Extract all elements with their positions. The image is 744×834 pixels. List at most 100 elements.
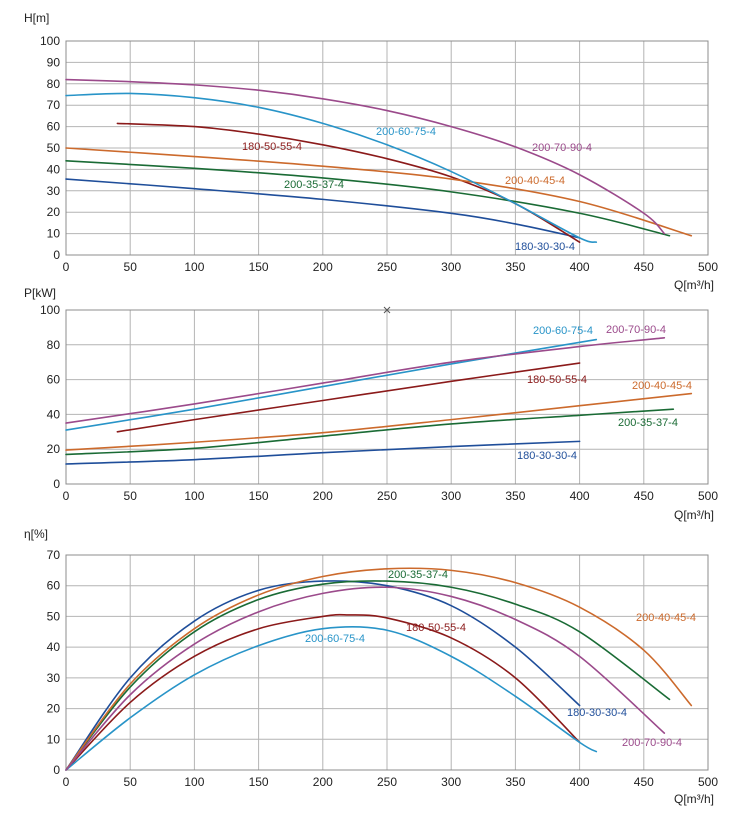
x-tick-label: 50 <box>124 775 138 789</box>
x-tick-label: 500 <box>698 260 718 274</box>
series-label-180-50-55-4: 180-50-55-4 <box>242 141 302 153</box>
x-axis-title: Q[m³/h] <box>674 508 714 522</box>
chart-panel-1: 0 50 100 150 200 250 300 350 400 450 500 0 10 20 30 40 5… <box>24 11 718 292</box>
series-label-180-50-55-4: 180-50-55-4 <box>406 622 466 634</box>
series-line-180-50-55-4 <box>116 362 581 433</box>
y-tick-label: 20 <box>47 442 61 456</box>
y-tick-label: 100 <box>40 34 60 48</box>
y-tick-label: 0 <box>53 763 60 777</box>
series-label-180-30-30-4: 180-30-30-4 <box>517 450 577 462</box>
y-tick-label: 40 <box>47 407 61 421</box>
y-tick-label: 50 <box>47 141 61 155</box>
x-tick-label: 350 <box>505 775 525 789</box>
series-line-200-40-45-4 <box>65 147 693 237</box>
chart-panel-3: 0 50 100 150 200 250 300 350 400 450 500 0 10 20 30 40 5… <box>24 527 718 806</box>
series-label-200-60-75-4: 200-60-75-4 <box>305 633 365 645</box>
series-label-200-70-90-4: 200-70-90-4 <box>532 142 592 154</box>
series-line-200-60-75-4 <box>65 625 598 771</box>
series-line-200-35-37-4 <box>65 580 671 771</box>
series-label-200-35-37-4: 200-35-37-4 <box>618 417 678 429</box>
x-tick-label: 250 <box>377 775 397 789</box>
y-tick-label: 80 <box>47 338 61 352</box>
series-line-200-35-37-4 <box>65 160 671 237</box>
x-tick-label: 0 <box>63 260 70 274</box>
y-tick-label: 20 <box>47 205 61 219</box>
y-axis-title: P[kW] <box>24 286 56 300</box>
x-tick-label: 300 <box>441 260 461 274</box>
grid-lines <box>65 309 709 485</box>
x-tick-label: 150 <box>249 489 269 503</box>
series-line-180-30-30-4 <box>65 440 581 465</box>
series-label-200-35-37-4: 200-35-37-4 <box>284 179 344 191</box>
series-line-200-40-45-4 <box>65 392 693 451</box>
series-label-200-35-37-4: 200-35-37-4 <box>388 569 448 581</box>
series-label-200-70-90-4: 200-70-90-4 <box>622 737 682 749</box>
x-tick-label: 450 <box>634 260 654 274</box>
y-tick-label: 30 <box>47 671 61 685</box>
x-tick-label: 200 <box>313 775 333 789</box>
series-label-200-40-45-4: 200-40-45-4 <box>636 612 696 624</box>
x-tick-label: 450 <box>634 775 654 789</box>
x-tick-label: 350 <box>505 489 525 503</box>
series-line-200-35-37-4 <box>65 408 675 456</box>
y-tick-label: 60 <box>47 579 61 593</box>
y-axis-title: η[%] <box>24 527 48 541</box>
series-line-200-70-90-4 <box>65 586 666 771</box>
series-line-200-60-75-4 <box>65 92 598 243</box>
y-tick-label: 100 <box>40 303 60 317</box>
series-line-200-40-45-4 <box>65 567 693 771</box>
y-tick-label: 70 <box>47 98 61 112</box>
series-label-180-30-30-4: 180-30-30-4 <box>515 241 575 253</box>
plot-frame <box>65 554 709 771</box>
series-line-200-70-90-4 <box>65 78 666 235</box>
y-tick-label: 60 <box>47 373 61 387</box>
grid-lines <box>65 40 709 256</box>
y-tick-label: 40 <box>47 640 61 654</box>
x-tick-label: 250 <box>377 260 397 274</box>
x-tick-label: 150 <box>249 775 269 789</box>
series-label-200-40-45-4: 200-40-45-4 <box>505 175 565 187</box>
series-line-180-50-55-4 <box>65 613 581 771</box>
x-tick-label: 450 <box>634 489 654 503</box>
x-tick-label: 400 <box>570 775 590 789</box>
x-tick-label: 350 <box>505 260 525 274</box>
x-tick-label: 50 <box>124 489 138 503</box>
x-tick-label: 300 <box>441 489 461 503</box>
x-tick-label: 100 <box>184 489 204 503</box>
x-tick-label: 50 <box>124 260 138 274</box>
chart-panel-2: 0 50 100 150 200 250 300 350 400 450 500 0 20 40 60 80 1… <box>24 286 718 522</box>
series-label-200-60-75-4: 200-60-75-4 <box>376 126 436 138</box>
x-tick-label: 400 <box>570 489 590 503</box>
marker-x <box>383 306 391 314</box>
series-line-180-30-30-4 <box>65 178 581 239</box>
x-tick-label: 500 <box>698 489 718 503</box>
y-tick-label: 0 <box>53 248 60 262</box>
y-tick-label: 0 <box>53 477 60 491</box>
x-tick-label: 150 <box>249 260 269 274</box>
series-line-180-30-30-4 <box>65 580 581 771</box>
x-tick-label: 200 <box>313 489 333 503</box>
y-tick-label: 40 <box>47 162 61 176</box>
y-tick-label: 20 <box>47 702 61 716</box>
x-tick-label: 250 <box>377 489 397 503</box>
x-tick-label: 0 <box>63 775 70 789</box>
y-axis-title: H[m] <box>24 11 49 25</box>
y-tick-label: 90 <box>47 55 61 69</box>
y-tick-label: 70 <box>47 548 61 562</box>
series-line-200-70-90-4 <box>65 337 666 424</box>
x-tick-label: 100 <box>184 775 204 789</box>
series-label-180-50-55-4: 180-50-55-4 <box>527 374 587 386</box>
series-label-200-60-75-4: 200-60-75-4 <box>533 325 593 337</box>
y-tick-label: 10 <box>47 227 61 241</box>
series-label-200-70-90-4: 200-70-90-4 <box>606 324 666 336</box>
series-label-200-40-45-4: 200-40-45-4 <box>632 380 692 392</box>
y-tick-label: 50 <box>47 609 61 623</box>
x-tick-label: 400 <box>570 260 590 274</box>
y-tick-label: 80 <box>47 77 61 91</box>
y-tick-label: 10 <box>47 732 61 746</box>
x-axis-title: Q[m³/h] <box>674 278 714 292</box>
series-label-180-30-30-4: 180-30-30-4 <box>567 707 627 719</box>
y-tick-label: 60 <box>47 120 61 134</box>
